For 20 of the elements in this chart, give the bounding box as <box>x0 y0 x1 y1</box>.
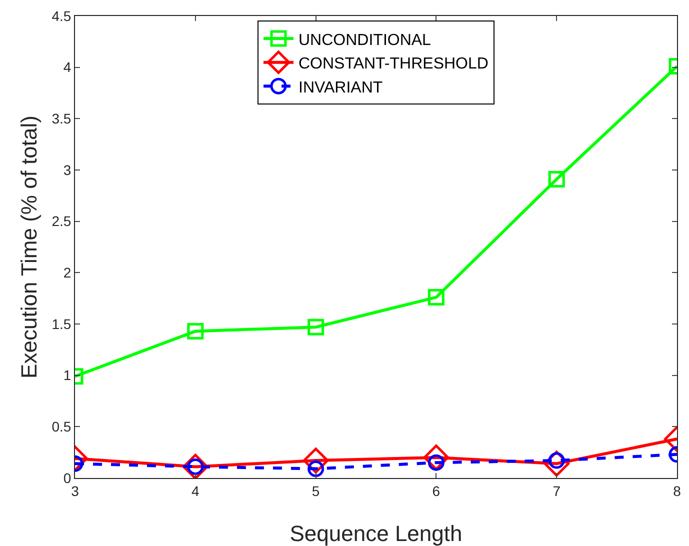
y-tick-label: 1 <box>63 367 72 384</box>
y-tick-label: 1.5 <box>52 316 72 332</box>
x-tick-label: 6 <box>432 482 440 499</box>
y-tick-label: 3.5 <box>52 110 72 127</box>
x-tick-label: 4 <box>192 482 200 499</box>
y-tick-label: 4.5 <box>52 8 72 24</box>
legend-label: CONSTANT-THRESHOLD <box>298 56 488 73</box>
x-tick-label: 5 <box>312 482 320 499</box>
x-tick-label: 7 <box>552 482 561 499</box>
y-tick-label: 2.5 <box>52 213 72 230</box>
y-tick-label: 3 <box>63 162 72 178</box>
y-tick-label: 0 <box>63 470 72 486</box>
legend-label: INVARIANT <box>298 79 383 96</box>
y-axis-title: Execution Time (% of total) <box>16 116 42 378</box>
y-tick-label: 2 <box>63 264 72 281</box>
y-tick-label: 4 <box>63 59 72 76</box>
x-tick-label: 8 <box>673 482 682 499</box>
y-tick-label: 0.5 <box>52 418 72 435</box>
x-axis-title: Sequence Length <box>290 521 462 546</box>
legend-label: UNCONDITIONAL <box>298 32 432 49</box>
